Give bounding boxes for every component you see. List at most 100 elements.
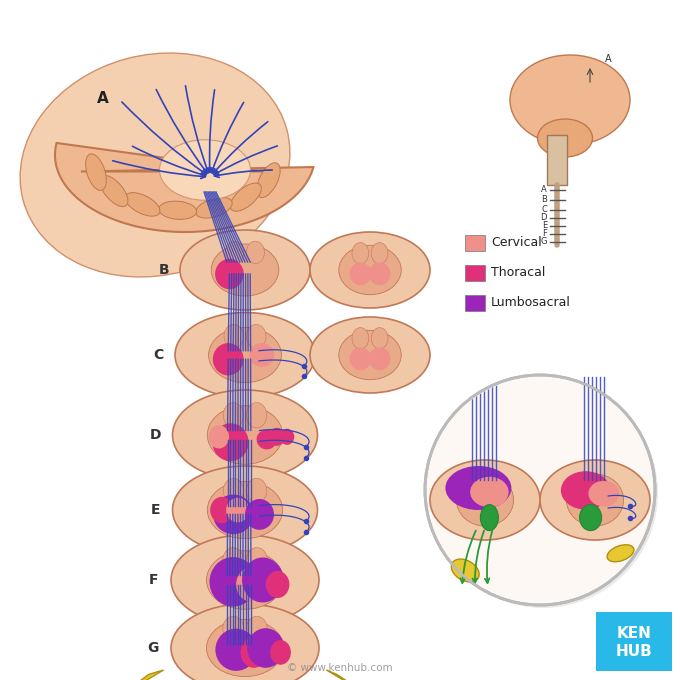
- Ellipse shape: [266, 571, 290, 598]
- Ellipse shape: [226, 498, 250, 522]
- Ellipse shape: [223, 403, 243, 428]
- Text: Lumbosacral: Lumbosacral: [491, 296, 571, 309]
- Ellipse shape: [579, 505, 602, 530]
- Ellipse shape: [231, 183, 261, 211]
- Ellipse shape: [20, 53, 290, 277]
- Ellipse shape: [216, 628, 257, 671]
- Ellipse shape: [268, 428, 286, 446]
- Ellipse shape: [215, 259, 243, 289]
- Text: A: A: [541, 186, 547, 194]
- Ellipse shape: [212, 423, 249, 461]
- Ellipse shape: [196, 197, 232, 218]
- Circle shape: [428, 378, 658, 608]
- Ellipse shape: [246, 324, 266, 348]
- Ellipse shape: [180, 230, 310, 310]
- Ellipse shape: [256, 637, 276, 659]
- Ellipse shape: [352, 328, 369, 349]
- Ellipse shape: [241, 637, 267, 668]
- Ellipse shape: [430, 460, 540, 540]
- Ellipse shape: [210, 497, 233, 523]
- Ellipse shape: [160, 140, 250, 200]
- Text: G: G: [148, 641, 159, 655]
- Ellipse shape: [310, 232, 430, 308]
- Text: C: C: [153, 348, 163, 362]
- Text: Thoracal: Thoracal: [491, 267, 545, 279]
- Ellipse shape: [350, 262, 371, 285]
- Ellipse shape: [209, 327, 282, 383]
- Text: C: C: [541, 205, 547, 214]
- Ellipse shape: [246, 547, 267, 573]
- Ellipse shape: [246, 478, 267, 503]
- Ellipse shape: [213, 343, 243, 375]
- FancyBboxPatch shape: [465, 265, 485, 281]
- Text: F: F: [542, 230, 547, 239]
- Ellipse shape: [245, 499, 274, 530]
- Ellipse shape: [279, 428, 294, 445]
- Ellipse shape: [452, 559, 479, 582]
- Text: D: D: [541, 214, 547, 222]
- Ellipse shape: [246, 616, 267, 641]
- Ellipse shape: [224, 324, 243, 348]
- Ellipse shape: [256, 163, 280, 198]
- Text: KEN: KEN: [617, 626, 651, 641]
- Ellipse shape: [173, 390, 318, 480]
- Ellipse shape: [171, 535, 319, 625]
- Ellipse shape: [588, 481, 619, 507]
- Ellipse shape: [246, 241, 265, 264]
- Ellipse shape: [540, 460, 650, 540]
- Ellipse shape: [211, 244, 279, 296]
- Ellipse shape: [223, 616, 243, 641]
- Polygon shape: [326, 670, 363, 680]
- FancyBboxPatch shape: [465, 295, 485, 311]
- Ellipse shape: [339, 330, 401, 379]
- Ellipse shape: [561, 471, 611, 509]
- Ellipse shape: [352, 243, 369, 264]
- Ellipse shape: [209, 557, 257, 607]
- Ellipse shape: [207, 406, 283, 464]
- Ellipse shape: [566, 474, 624, 526]
- Ellipse shape: [310, 317, 430, 393]
- Ellipse shape: [480, 505, 498, 530]
- Ellipse shape: [207, 619, 284, 677]
- Text: HUB: HUB: [615, 645, 652, 660]
- Ellipse shape: [226, 241, 243, 264]
- Ellipse shape: [607, 545, 634, 562]
- Ellipse shape: [125, 192, 160, 216]
- Polygon shape: [119, 670, 164, 680]
- FancyBboxPatch shape: [596, 612, 672, 671]
- Ellipse shape: [173, 466, 318, 554]
- FancyBboxPatch shape: [547, 135, 567, 185]
- Ellipse shape: [249, 343, 275, 367]
- Ellipse shape: [175, 313, 315, 398]
- Text: D: D: [150, 428, 161, 442]
- Polygon shape: [55, 143, 313, 232]
- Text: © www.kenhub.com: © www.kenhub.com: [287, 663, 393, 673]
- Ellipse shape: [207, 481, 283, 539]
- Ellipse shape: [86, 154, 106, 190]
- Ellipse shape: [213, 494, 254, 534]
- Text: B: B: [159, 263, 170, 277]
- Ellipse shape: [537, 119, 592, 157]
- Ellipse shape: [223, 547, 243, 573]
- Ellipse shape: [236, 567, 266, 602]
- Ellipse shape: [339, 245, 401, 294]
- FancyBboxPatch shape: [465, 235, 485, 251]
- Ellipse shape: [456, 474, 513, 526]
- Ellipse shape: [158, 201, 197, 220]
- Ellipse shape: [270, 640, 291, 665]
- Ellipse shape: [369, 347, 390, 370]
- Ellipse shape: [371, 243, 388, 264]
- Ellipse shape: [510, 55, 630, 145]
- Text: A: A: [97, 91, 109, 106]
- Ellipse shape: [242, 558, 284, 602]
- Text: E: E: [150, 503, 160, 517]
- Ellipse shape: [470, 477, 509, 507]
- Ellipse shape: [369, 262, 390, 285]
- Ellipse shape: [371, 328, 388, 349]
- Text: E: E: [542, 222, 547, 231]
- Ellipse shape: [209, 425, 229, 449]
- Text: B: B: [541, 196, 547, 205]
- Ellipse shape: [248, 628, 284, 668]
- Text: A: A: [605, 54, 611, 64]
- Ellipse shape: [350, 347, 371, 370]
